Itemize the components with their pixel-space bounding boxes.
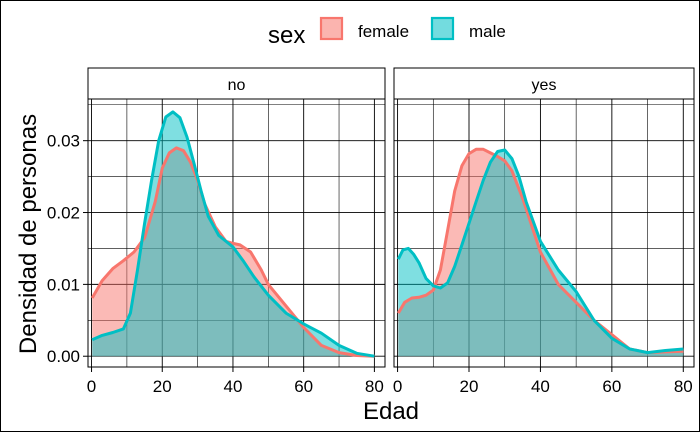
panel-border — [393, 98, 695, 368]
legend-key-female — [319, 16, 344, 41]
x-tick-label: 80 — [674, 377, 693, 396]
legend-label-male: male — [469, 22, 506, 41]
x-tick-label: 0 — [393, 377, 402, 396]
strip-no-label: no — [228, 77, 246, 94]
density-line-male — [396, 148, 684, 355]
panel-border — [87, 98, 386, 368]
y-tick-label: 0.02 — [47, 204, 80, 223]
x-tick-label: 80 — [365, 377, 384, 396]
y-tick-label: 0.00 — [47, 347, 80, 366]
panel-yes — [393, 98, 695, 368]
x-axis-yes: 0 20 40 60 80 — [393, 367, 693, 396]
legend-title: sex — [268, 22, 305, 49]
strip-yes-label: yes — [532, 77, 557, 94]
x-axis-no: 0 20 40 60 80 — [87, 367, 384, 396]
x-tick-label: 20 — [153, 377, 172, 396]
legend: sex female male — [268, 16, 506, 49]
y-axis: 0.00 0.01 0.02 0.03 — [47, 132, 88, 366]
x-tick-label: 20 — [460, 377, 479, 396]
strip-no: no — [87, 67, 386, 100]
x-tick-label: 60 — [602, 377, 621, 396]
x-tick-label: 60 — [294, 377, 313, 396]
strip-no-box — [87, 67, 386, 100]
x-tick-label: 40 — [531, 377, 550, 396]
panel-no — [87, 98, 386, 368]
legend-label-female: female — [358, 22, 409, 41]
strip-yes-box — [393, 67, 695, 100]
x-tick-label: 40 — [224, 377, 243, 396]
density-line-male — [91, 110, 375, 358]
y-axis-title: Densidad de personas — [15, 114, 42, 354]
y-tick-label: 0.01 — [47, 275, 80, 294]
x-tick-label: 0 — [87, 377, 96, 396]
y-tick-label: 0.03 — [47, 132, 80, 151]
legend-key-male — [430, 16, 455, 41]
strip-yes: yes — [393, 67, 695, 100]
x-axis-title: Edad — [363, 398, 419, 425]
